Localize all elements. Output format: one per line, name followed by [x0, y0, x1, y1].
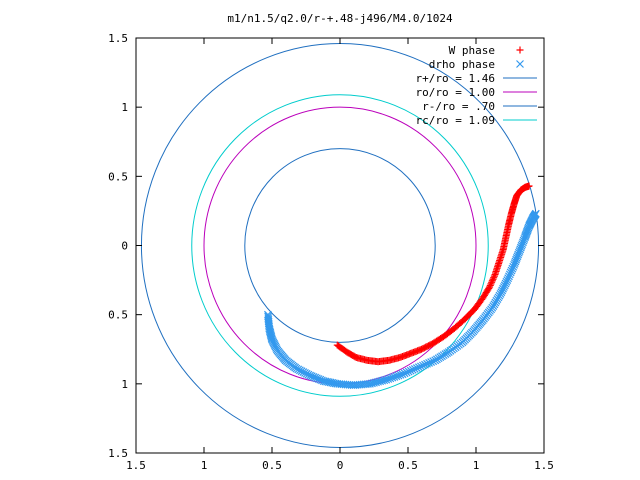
legend-item: r-/ro = .70 [422, 100, 537, 113]
legend-label: rc/ro = 1.09 [416, 114, 495, 127]
drho-phase-point [523, 226, 532, 235]
legend-item: rc/ro = 1.09 [416, 114, 537, 127]
w-phase-point [486, 283, 494, 291]
drho-phase-point [414, 363, 423, 372]
legend-label: ro/ro = 1.00 [416, 86, 495, 99]
drho-phase-point [267, 334, 276, 343]
x-tick-label: 1.5 [534, 459, 554, 472]
x-tick-label: 1.5 [126, 459, 146, 472]
drho-phase-point [427, 358, 436, 366]
y-tick-label: 0.5 [108, 170, 128, 183]
legend-label: r-/ro = .70 [422, 100, 495, 113]
drho-phase-point [522, 229, 531, 237]
y-tick-label: 0.5 [108, 309, 128, 322]
drho-phase-point [522, 230, 530, 239]
y-tick-label: 1 [121, 101, 128, 114]
x-tick-label: 1 [473, 459, 480, 472]
legend-item: W phase [449, 44, 524, 57]
drho-phase-point [429, 357, 438, 366]
circle-3 [191, 94, 489, 397]
drho-phase-point [416, 362, 425, 371]
drho-phase-point [425, 358, 434, 367]
drho-phase-point [396, 370, 405, 379]
series-1 [263, 209, 540, 390]
legend-item: r+/ro = 1.46 [416, 72, 537, 85]
legend-marker [516, 46, 524, 54]
w-phase-point [488, 278, 496, 286]
x-tick-label: 1 [201, 459, 208, 472]
legend-item: drho phase [429, 58, 524, 71]
w-phase-point [490, 274, 498, 282]
drho-phase-point [419, 361, 427, 370]
chart-title: m1/n1.5/q2.0/r-+.48-j496/M4.0/1024 [227, 12, 453, 25]
w-phase-point [487, 280, 495, 288]
axis-ticks: 1.5 1 0.5 0 0.5 1 1.51.510.500.511.5 [108, 32, 554, 472]
plot-area [140, 43, 540, 448]
drho-phase-point [400, 369, 409, 378]
w-phase-point [525, 182, 533, 190]
drho-phase-point [402, 368, 411, 377]
series-0 [333, 182, 533, 366]
drho-phase-point [421, 360, 429, 369]
legend-label: W phase [449, 44, 495, 57]
drho-phase-point [410, 365, 419, 373]
drho-phase-point [523, 227, 531, 236]
legend-marker [516, 60, 524, 68]
x-tick-label: 0.5 [398, 459, 418, 472]
drho-phase-point [521, 233, 529, 242]
legend-item: ro/ro = 1.00 [416, 86, 537, 99]
drho-phase-point [521, 231, 530, 240]
drho-phase-point [412, 364, 421, 373]
legend-label: r+/ro = 1.46 [416, 72, 495, 85]
drho-phase-point [404, 367, 413, 376]
w-phase-point [489, 275, 497, 283]
w-phase-point [488, 277, 496, 285]
y-tick-label: 1 [121, 378, 128, 391]
drho-phase-point [406, 366, 415, 375]
w-phase-point [490, 272, 498, 280]
x-tick-label: 0.5 [262, 459, 282, 472]
circle-2 [244, 148, 436, 343]
y-tick-label: 0 [121, 240, 128, 253]
w-phase-point [485, 284, 493, 292]
x-tick-label: 0 [337, 459, 344, 472]
legend-label: drho phase [429, 58, 495, 71]
drho-phase-point [408, 365, 417, 374]
drho-phase-point [531, 209, 540, 218]
drho-phase-point [398, 370, 407, 379]
y-tick-label: 1.5 [108, 447, 128, 460]
y-tick-label: 1.5 [108, 32, 128, 45]
w-phase-point [486, 281, 494, 289]
drho-phase-point [423, 359, 431, 368]
